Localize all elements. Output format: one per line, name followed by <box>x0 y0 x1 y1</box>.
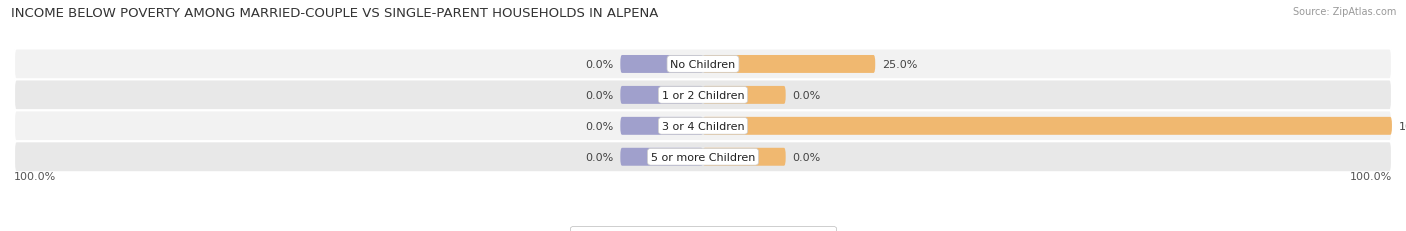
FancyBboxPatch shape <box>620 148 703 166</box>
Text: 1 or 2 Children: 1 or 2 Children <box>662 91 744 100</box>
FancyBboxPatch shape <box>14 49 1392 80</box>
Text: 0.0%: 0.0% <box>585 152 613 162</box>
FancyBboxPatch shape <box>620 87 703 104</box>
Text: INCOME BELOW POVERTY AMONG MARRIED-COUPLE VS SINGLE-PARENT HOUSEHOLDS IN ALPENA: INCOME BELOW POVERTY AMONG MARRIED-COUPL… <box>11 7 658 20</box>
FancyBboxPatch shape <box>14 142 1392 173</box>
FancyBboxPatch shape <box>14 80 1392 111</box>
FancyBboxPatch shape <box>703 148 786 166</box>
Text: 0.0%: 0.0% <box>793 91 821 100</box>
Text: 0.0%: 0.0% <box>585 91 613 100</box>
FancyBboxPatch shape <box>703 117 1392 135</box>
Text: 3 or 4 Children: 3 or 4 Children <box>662 121 744 131</box>
FancyBboxPatch shape <box>14 111 1392 142</box>
Text: 100.0%: 100.0% <box>14 171 56 181</box>
Text: Source: ZipAtlas.com: Source: ZipAtlas.com <box>1292 7 1396 17</box>
FancyBboxPatch shape <box>620 56 703 74</box>
FancyBboxPatch shape <box>703 56 875 74</box>
Text: 25.0%: 25.0% <box>882 60 918 70</box>
Text: 100.0%: 100.0% <box>1350 171 1392 181</box>
Text: 100.0%: 100.0% <box>1399 121 1406 131</box>
Text: 0.0%: 0.0% <box>585 121 613 131</box>
Text: 0.0%: 0.0% <box>793 152 821 162</box>
Text: 5 or more Children: 5 or more Children <box>651 152 755 162</box>
Text: 0.0%: 0.0% <box>585 60 613 70</box>
Legend: Married Couples, Single Parents: Married Couples, Single Parents <box>571 226 835 231</box>
FancyBboxPatch shape <box>703 87 786 104</box>
Text: No Children: No Children <box>671 60 735 70</box>
FancyBboxPatch shape <box>620 117 703 135</box>
